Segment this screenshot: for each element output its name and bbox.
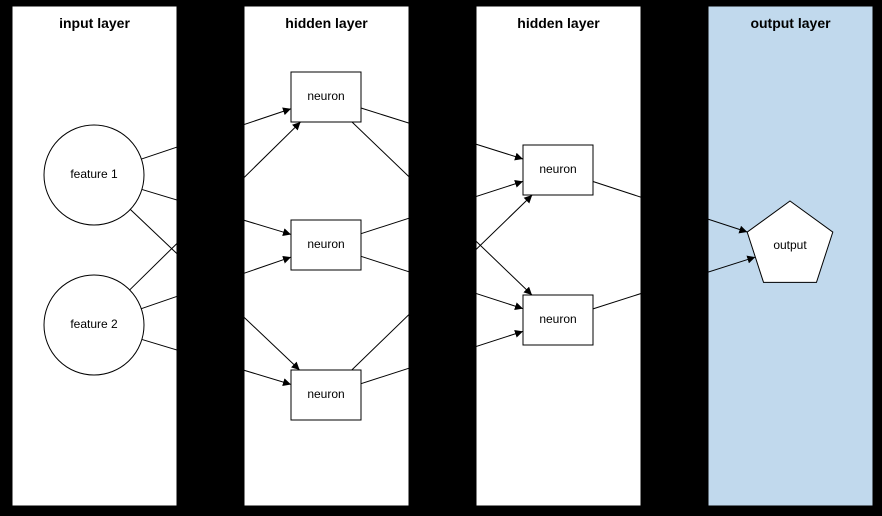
layer-title-input: input layer	[59, 15, 130, 31]
nn-diagram: input layer hidden layer hidden layer outpu…	[0, 0, 882, 516]
node-label-f2: feature 2	[70, 317, 118, 331]
node-label-h13: neuron	[307, 387, 344, 401]
layer-title-output: output layer	[750, 15, 831, 31]
layer-title-hidden1: hidden layer	[285, 15, 368, 31]
layer-panel-input	[12, 6, 177, 506]
node-label-h21: neuron	[539, 162, 576, 176]
node-label-h11: neuron	[307, 89, 344, 103]
node-label-f1: feature 1	[70, 167, 118, 181]
node-label-h22: neuron	[539, 312, 576, 326]
node-label-h12: neuron	[307, 237, 344, 251]
layer-title-hidden2: hidden layer	[517, 15, 600, 31]
node-label-out: output	[773, 238, 807, 252]
nn-svg: input layer hidden layer hidden layer outpu…	[0, 0, 882, 516]
layer-panel-hidden2	[476, 6, 641, 506]
